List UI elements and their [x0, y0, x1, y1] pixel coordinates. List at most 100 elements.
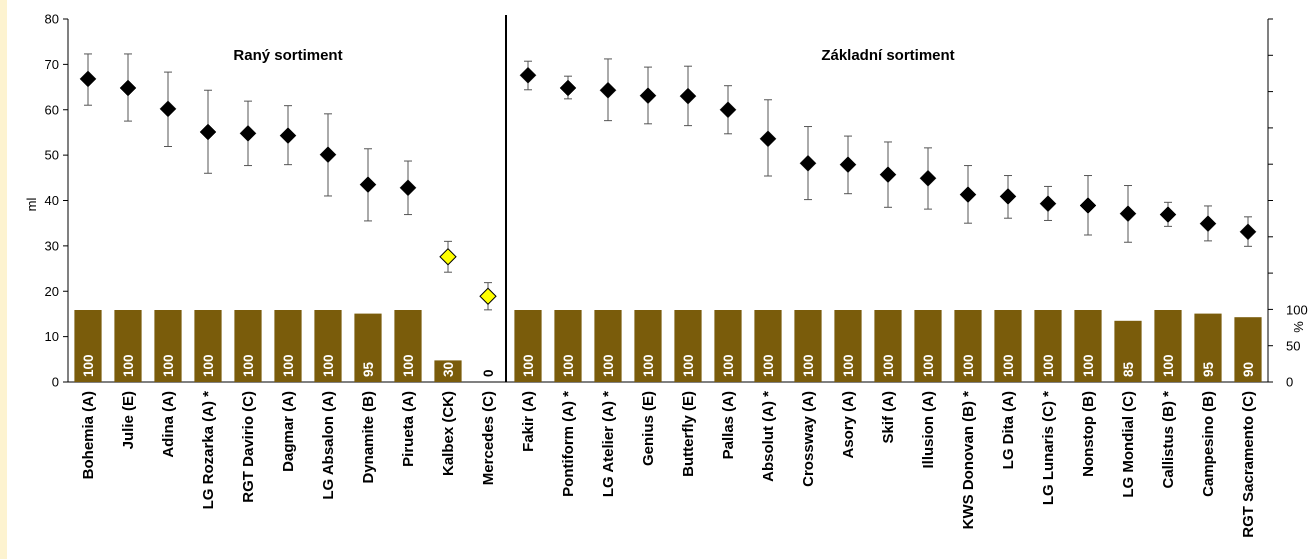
x-category-label: LG Atelier (A) *	[600, 391, 617, 497]
bar	[1194, 313, 1222, 382]
data-point	[1199, 215, 1217, 232]
bar-value-label: 100	[201, 354, 216, 377]
data-point	[999, 188, 1017, 205]
bar	[434, 360, 462, 382]
x-category-label: RGT Sacramento (C)	[1240, 391, 1257, 538]
bar	[794, 310, 822, 382]
left-margin-strip	[0, 0, 7, 559]
x-category-label: Butterfly (E)	[680, 391, 697, 477]
bar-value-label: 100	[1001, 354, 1016, 377]
bar	[994, 310, 1022, 382]
bar-value-label: 100	[681, 354, 696, 377]
data-point	[599, 81, 617, 99]
x-category-label: Absolut (A) *	[760, 391, 777, 482]
bar	[714, 310, 742, 382]
y2-axis-title: %	[1291, 321, 1306, 333]
data-point	[1039, 195, 1057, 213]
bar-value-label: 100	[1161, 354, 1176, 377]
bar-value-label: 100	[561, 354, 576, 377]
bar-value-label: 100	[161, 354, 176, 377]
bar	[1114, 320, 1142, 382]
bar	[1234, 317, 1262, 382]
bar-value-label: 100	[641, 354, 656, 377]
bar	[154, 310, 182, 382]
x-category-label: RGT Davirio (C)	[240, 391, 257, 503]
x-category-label: Kalbex (CK)	[440, 391, 457, 476]
bar-value-label: 100	[321, 354, 336, 377]
bar-value-label: 100	[801, 354, 816, 377]
x-category-label: Adina (A)	[160, 391, 177, 458]
bar	[1074, 310, 1102, 382]
y-tick-label: 60	[45, 102, 59, 117]
data-point	[959, 186, 977, 203]
bar	[194, 310, 222, 382]
x-category-label: Bohemia (A)	[80, 391, 97, 479]
data-point	[759, 130, 777, 148]
bar	[394, 310, 422, 382]
bar-value-label: 85	[1121, 361, 1136, 377]
y-tick-label: 0	[52, 375, 59, 390]
bar	[74, 310, 102, 382]
x-category-label: Pallas (A)	[720, 391, 737, 459]
bar	[234, 310, 262, 382]
data-point	[679, 87, 697, 105]
data-point	[1159, 206, 1177, 223]
x-category-label: LG Rozarka (A) *	[200, 391, 217, 510]
bar-value-label: 100	[81, 354, 96, 377]
bar-value-label: 100	[241, 354, 256, 377]
data-point	[1119, 205, 1137, 223]
bar-value-label: 30	[441, 362, 456, 377]
bar-value-label: 95	[361, 361, 376, 377]
data-point	[719, 101, 737, 119]
data-point	[839, 156, 857, 174]
data-point	[639, 87, 657, 105]
data-point	[359, 176, 377, 193]
bar	[1034, 310, 1062, 382]
data-point	[159, 100, 177, 118]
bar	[554, 310, 582, 382]
bar	[514, 310, 542, 382]
bar	[914, 310, 942, 382]
y-tick-label: 20	[45, 284, 59, 299]
data-point	[239, 124, 257, 142]
y2-tick-label: 50	[1286, 339, 1300, 354]
bar	[114, 310, 142, 382]
x-category-label: Asory (A)	[840, 391, 857, 459]
y-tick-label: 30	[45, 238, 59, 253]
x-category-label: Skif (A)	[880, 391, 897, 444]
x-category-label: LG Lunaris (C) *	[1040, 391, 1057, 505]
bar	[594, 310, 622, 382]
bar-value-label: 100	[281, 354, 296, 377]
bar-value-label: 100	[961, 354, 976, 377]
bar-value-label: 100	[121, 354, 136, 377]
bar-value-label: 100	[1081, 354, 1096, 377]
x-category-label: LG Absalon (A)	[320, 391, 337, 500]
bar	[954, 310, 982, 382]
y-tick-label: 80	[45, 12, 59, 27]
y-tick-label: 50	[45, 148, 59, 163]
bar-value-label: 95	[1201, 361, 1216, 377]
highlighted-data-point	[479, 287, 497, 305]
x-category-label: Illusion (A)	[920, 391, 937, 469]
x-category-label: Callistus (B) *	[1160, 391, 1177, 489]
bar	[634, 310, 662, 382]
data-point	[399, 179, 417, 197]
bar	[874, 310, 902, 382]
bar-value-label: 100	[601, 354, 616, 377]
bar	[1154, 310, 1182, 382]
data-point	[199, 123, 217, 141]
x-category-label: Dynamite (B)	[360, 391, 377, 484]
y-tick-label: 70	[45, 57, 59, 72]
data-point	[319, 146, 337, 164]
x-category-label: Nonstop (B)	[1080, 391, 1097, 477]
x-category-label: Crossway (A)	[800, 391, 817, 487]
x-category-label: Dagmar (A)	[280, 391, 297, 472]
bar-value-label: 0	[481, 369, 496, 377]
y2-tick-label: 100	[1286, 303, 1308, 318]
x-category-label: Pontiform (A) *	[560, 391, 577, 497]
bar-value-label: 100	[721, 354, 736, 377]
bar-value-label: 100	[401, 354, 416, 377]
bar	[674, 310, 702, 382]
section-title: Základní sortiment	[821, 47, 954, 64]
section-title: Raný sortiment	[233, 47, 342, 64]
